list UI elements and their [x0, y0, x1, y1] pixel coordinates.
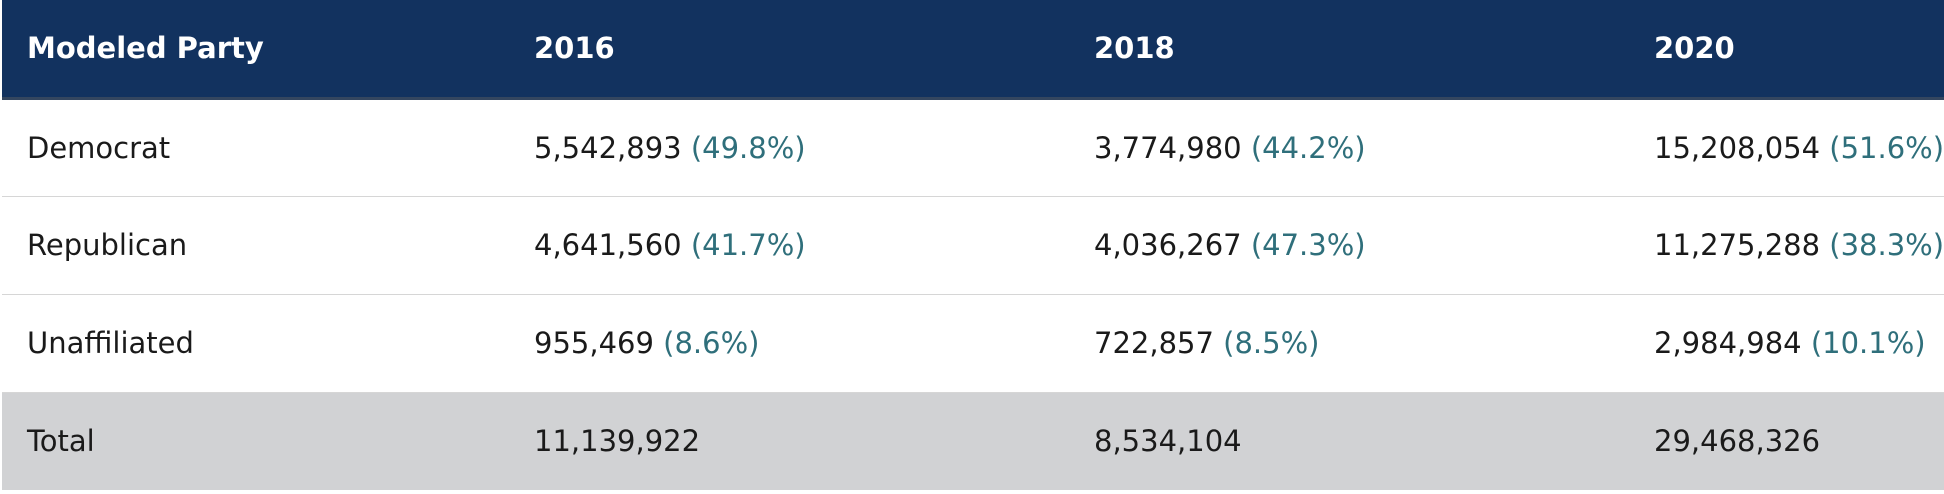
column-header-modeled-party: Modeled Party — [27, 31, 264, 66]
percent-value: (8.5%) — [1223, 326, 1320, 360]
total-2016: 11,139,922 — [534, 424, 701, 459]
percent-value: (51.6%) — [1829, 130, 1944, 165]
column-header-2018: 2018 — [1094, 31, 1175, 66]
total-2018: 8,534,104 — [1094, 424, 1242, 459]
table-header: Modeled Party 2016 2018 2020 — [2, 0, 1944, 98]
column-header-2020: 2020 — [1654, 31, 1735, 66]
party-label: Democrat — [27, 130, 171, 165]
party-label: Unaffiliated — [27, 326, 194, 360]
count-value: 5,542,893 — [534, 130, 682, 165]
column-header-2016: 2016 — [534, 31, 615, 66]
percent-value: (38.3%) — [1829, 228, 1944, 262]
percent-value: (44.2%) — [1250, 130, 1366, 165]
count-value: 15,208,054 — [1654, 130, 1821, 165]
total-label: Total — [27, 424, 95, 459]
cell-2018: 722,857 (8.5%) — [1069, 294, 1629, 392]
count-value: 11,275,288 — [1654, 228, 1821, 262]
cell-2020: 2,984,984 (10.1%) — [1629, 294, 1944, 392]
table-row-democrat: Democrat 5,542,893 (49.8%) 3,774,980 (44… — [2, 98, 1944, 196]
cell-2016: 4,641,560 (41.7%) — [509, 196, 1069, 294]
total-2020: 29,468,326 — [1654, 424, 1821, 459]
count-value: 955,469 — [534, 326, 654, 360]
header-row: Modeled Party 2016 2018 2020 — [2, 0, 1944, 98]
count-value: 2,984,984 — [1654, 326, 1802, 360]
cell-2016: 955,469 (8.6%) — [509, 294, 1069, 392]
party-label: Republican — [27, 228, 188, 262]
cell-2018: 3,774,980 (44.2%) — [1069, 98, 1629, 196]
table-row-republican: Republican 4,641,560 (41.7%) 4,036,267 (… — [2, 196, 1944, 294]
cell-2018: 4,036,267 (47.3%) — [1069, 196, 1629, 294]
cell-2020: 11,275,288 (38.3%) — [1629, 196, 1944, 294]
percent-value: (47.3%) — [1250, 228, 1366, 262]
cell-2016: 5,542,893 (49.8%) — [509, 98, 1069, 196]
table-body: Democrat 5,542,893 (49.8%) 3,774,980 (44… — [2, 98, 1944, 490]
count-value: 4,036,267 — [1094, 228, 1242, 262]
table-row-unaffiliated: Unaffiliated 955,469 (8.6%) 722,857 (8.5… — [2, 294, 1944, 392]
percent-value: (41.7%) — [690, 228, 806, 262]
percent-value: (10.1%) — [1810, 326, 1926, 360]
count-value: 4,641,560 — [534, 228, 682, 262]
percent-value: (49.8%) — [690, 130, 806, 165]
count-value: 722,857 — [1094, 326, 1214, 360]
table-row-total: Total 11,139,922 8,534,104 29,468,326 — [2, 392, 1944, 490]
cell-2020: 15,208,054 (51.6%) — [1629, 98, 1944, 196]
count-value: 3,774,980 — [1094, 130, 1242, 165]
percent-value: (8.6%) — [663, 326, 760, 360]
